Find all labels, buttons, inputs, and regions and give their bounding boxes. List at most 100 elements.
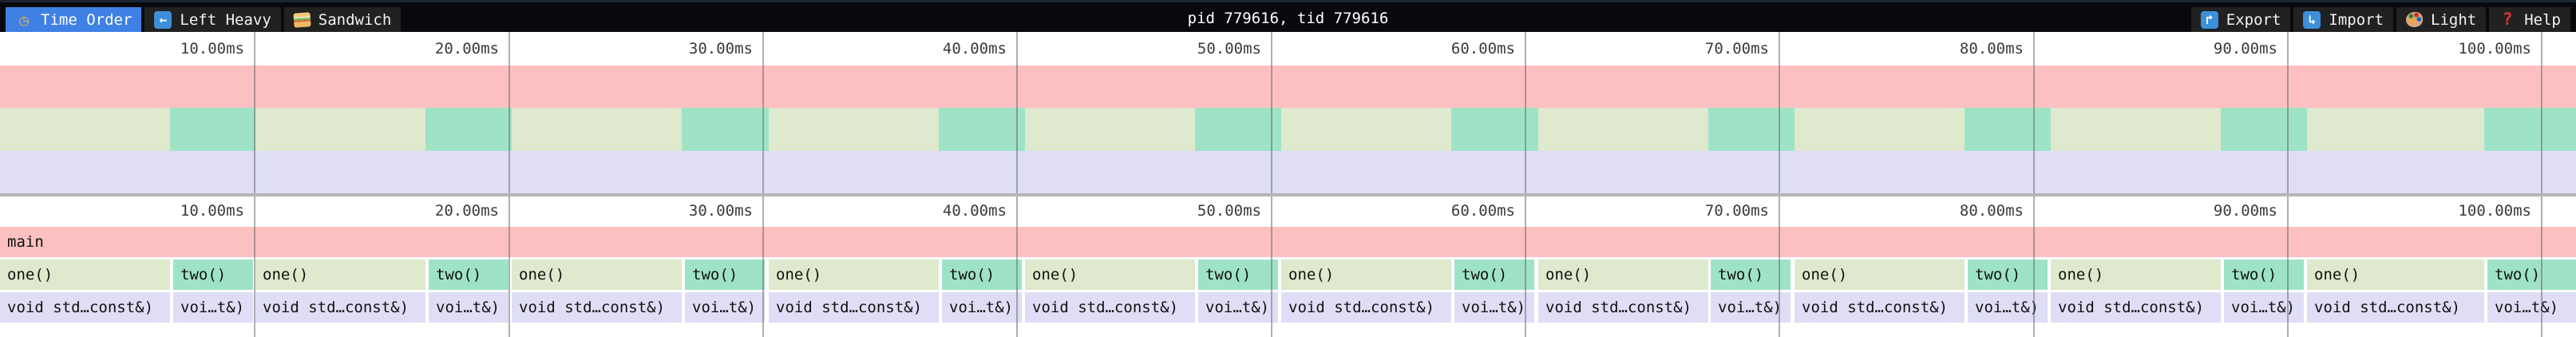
- ruler-tick-label: 50.00ms: [1197, 202, 1261, 220]
- frame-two[interactable]: two(): [2487, 260, 2576, 290]
- frame-main[interactable]: main: [0, 227, 2576, 257]
- frame-one[interactable]: one(): [0, 260, 170, 290]
- frame-one[interactable]: one(): [2307, 260, 2484, 290]
- frame-two[interactable]: two(): [1968, 260, 2048, 290]
- minimap-segment-two[interactable]: [1708, 108, 1794, 151]
- frame-void-std-const[interactable]: void std…const&): [1794, 292, 1965, 323]
- button-import[interactable]: ↳ Import: [2293, 7, 2394, 32]
- ruler-tick-label: 30.00ms: [688, 202, 753, 220]
- ruler-tick-label: 20.00ms: [434, 202, 499, 220]
- frame-two[interactable]: two(): [429, 260, 508, 290]
- frame-void-std-const[interactable]: void std…const&): [2307, 292, 2484, 323]
- tab-time-order[interactable]: ◷ Time Order: [6, 7, 142, 32]
- frame-voi-t[interactable]: voi…t&): [1711, 292, 1791, 323]
- button-help-label: Help: [2524, 10, 2561, 29]
- frame-voi-t[interactable]: voi…t&): [1198, 292, 1278, 323]
- minimap-segment-two[interactable]: [939, 108, 1025, 151]
- frame-void-std-const[interactable]: void std…const&): [255, 292, 425, 323]
- tab-sandwich-label: Sandwich: [318, 10, 392, 29]
- clock-icon: ◷: [18, 10, 30, 30]
- ruler-tick-label: 90.00ms: [2213, 40, 2277, 57]
- flamegraph[interactable]: main one() two() one() two() one() two() one() t…: [0, 196, 2576, 337]
- frame-void-std-const[interactable]: void std…const&): [512, 292, 682, 323]
- tab-time-order-label: Time Order: [41, 10, 133, 29]
- frame-void-std-const[interactable]: void std…const&): [769, 292, 939, 323]
- minimap-segment-two[interactable]: [1451, 108, 1538, 151]
- question-icon: ?: [2502, 10, 2513, 29]
- frame-two[interactable]: two(): [1454, 260, 1534, 290]
- ruler-tick-label: 40.00ms: [942, 40, 1007, 57]
- tab-sandwich[interactable]: Sandwich: [283, 7, 402, 32]
- frame-one[interactable]: one(): [1025, 260, 1195, 290]
- left-arrow-icon: ←: [154, 10, 172, 29]
- export-icon: ↱: [2200, 10, 2218, 29]
- frame-two[interactable]: two(): [2224, 260, 2304, 290]
- ruler-tick-label: 100.00ms: [2458, 40, 2531, 57]
- frame-two[interactable]: two(): [1711, 260, 1791, 290]
- ruler-tick-label: 50.00ms: [1197, 40, 1261, 57]
- frame-voi-t[interactable]: voi…t&): [2487, 292, 2576, 323]
- minimap-band-depth2[interactable]: [0, 151, 2576, 193]
- minimap-segment-two[interactable]: [1195, 108, 1281, 151]
- minimap-band-main[interactable]: [0, 65, 2576, 108]
- toolbar-buttons: ↱ Export ↳ Import Light? Help: [2190, 7, 2570, 32]
- frame-void-std-const[interactable]: void std…const&): [1025, 292, 1195, 323]
- button-help[interactable]: ? Help: [2489, 7, 2570, 32]
- palette-icon: [2406, 12, 2424, 27]
- ruler-tick-label: 70.00ms: [1704, 40, 1769, 57]
- frame-voi-t[interactable]: voi…t&): [685, 292, 765, 323]
- frame-two[interactable]: two(): [1198, 260, 1278, 290]
- ruler-tick-label: 40.00ms: [942, 202, 1007, 220]
- ruler-tick-label: 70.00ms: [1704, 202, 1769, 220]
- frame-void-std-const[interactable]: void std…const&): [1538, 292, 1708, 323]
- minimap-segment-two[interactable]: [1965, 108, 2051, 151]
- frame-one[interactable]: one(): [2051, 260, 2221, 290]
- ruler-tick-label: 20.00ms: [434, 40, 499, 57]
- frame-one[interactable]: one(): [769, 260, 939, 290]
- button-import-label: Import: [2329, 10, 2384, 29]
- minimap-segment-two[interactable]: [425, 108, 512, 151]
- button-export[interactable]: ↱ Export: [2190, 7, 2291, 32]
- frame-void-std-const[interactable]: void std…const&): [2051, 292, 2221, 323]
- minimap-band-depth1[interactable]: [0, 108, 2576, 151]
- minimap-segment-two[interactable]: [2484, 108, 2576, 151]
- frame-voi-t[interactable]: voi…t&): [429, 292, 508, 323]
- minimap-segment-two[interactable]: [682, 108, 769, 151]
- button-light[interactable]: Light: [2396, 7, 2487, 32]
- frame-voi-t[interactable]: voi…t&): [173, 292, 253, 323]
- frame-void-std-const[interactable]: void std…const&): [0, 292, 170, 323]
- minimap-segment-two[interactable]: [2221, 108, 2307, 151]
- frame-voi-t[interactable]: voi…t&): [942, 292, 1022, 323]
- frame-voi-t[interactable]: voi…t&): [1454, 292, 1534, 323]
- minimap-segment-two[interactable]: [170, 108, 255, 151]
- ruler-tick-label: 80.00ms: [1959, 202, 2024, 220]
- frame-voi-t[interactable]: voi…t&): [2224, 292, 2304, 323]
- frame-void-std-const[interactable]: void std…const&): [1281, 292, 1451, 323]
- ruler-tick-label: 10.00ms: [180, 202, 244, 220]
- tab-left-heavy[interactable]: ← Left Heavy: [144, 7, 281, 32]
- sandwich-icon: [293, 11, 311, 28]
- ruler-tick-label: 60.00ms: [1450, 202, 1515, 220]
- frame-one[interactable]: one(): [1538, 260, 1708, 290]
- frame-one[interactable]: one(): [512, 260, 682, 290]
- frame-one[interactable]: one(): [1794, 260, 1965, 290]
- ruler-tick-label: 100.00ms: [2458, 202, 2531, 220]
- import-icon: ↳: [2303, 10, 2321, 29]
- minimap[interactable]: 10.00ms 20.00ms 30.00ms 40.00ms 50.00ms 60.00…: [0, 32, 2576, 193]
- frame-one[interactable]: one(): [255, 260, 425, 290]
- gridline: [508, 196, 510, 337]
- button-export-label: Export: [2226, 10, 2281, 29]
- frame-one[interactable]: one(): [1281, 260, 1451, 290]
- frame-two[interactable]: two(): [685, 260, 765, 290]
- frame-two[interactable]: two(): [173, 260, 253, 290]
- ruler-tick-label: 30.00ms: [688, 40, 753, 57]
- ruler-tick-label: 90.00ms: [2213, 202, 2277, 220]
- ruler-tick-label: 80.00ms: [1959, 40, 2024, 57]
- top-bar: ◷ Time Order ← Left Heavy Sandwich pid 77961…: [0, 0, 2576, 32]
- frame-two[interactable]: two(): [942, 260, 1022, 290]
- tab-left-heavy-label: Left Heavy: [180, 10, 271, 29]
- ruler-tick-label: 10.00ms: [180, 40, 244, 57]
- button-light-label: Light: [2431, 10, 2477, 29]
- frame-voi-t[interactable]: voi…t&): [1968, 292, 2048, 323]
- minimap-chart-divider: [0, 193, 2576, 196]
